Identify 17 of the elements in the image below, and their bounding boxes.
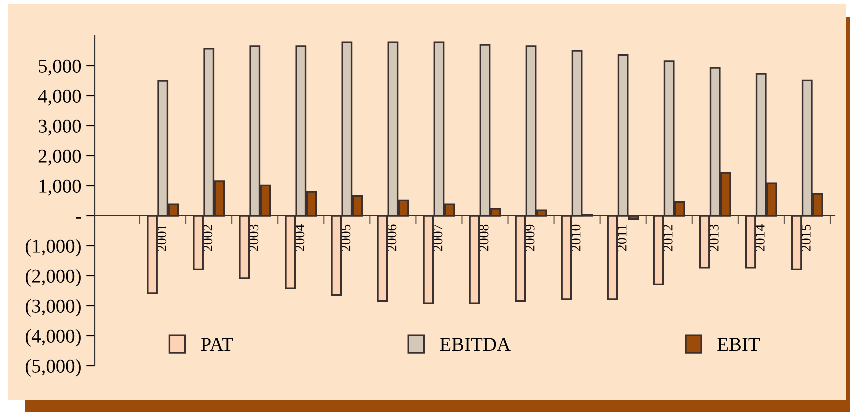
y-tick-label: 5,000 xyxy=(39,60,82,76)
x-tick-label: 2014 xyxy=(755,224,765,252)
y-tick-label: (5,000) xyxy=(26,359,81,377)
x-tick-label: 2002 xyxy=(203,225,213,252)
y-tick-label: - xyxy=(76,217,82,219)
y-tick-label: (4,000) xyxy=(26,329,81,347)
legend-label: EBITDA xyxy=(440,338,511,352)
y-tick-label: 3,000 xyxy=(38,120,82,136)
y-tick-label: (1,000) xyxy=(26,239,81,257)
y-tick-label: 4,000 xyxy=(38,90,82,106)
y-tick-label: 1,000 xyxy=(40,180,82,196)
y-tick-label: (3,000) xyxy=(26,299,81,317)
x-tick-label: 2001 xyxy=(157,225,167,252)
legend-label: PAT xyxy=(201,338,234,351)
y-tick-label: (2,000) xyxy=(26,269,81,287)
y-tick-label: 2,000 xyxy=(38,150,82,166)
legend-label: EBIT xyxy=(718,338,760,352)
